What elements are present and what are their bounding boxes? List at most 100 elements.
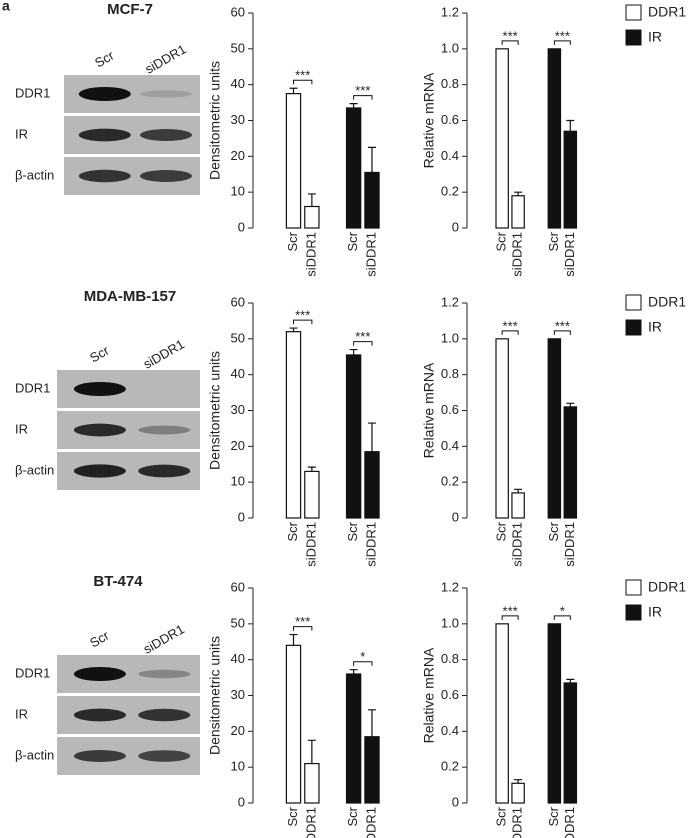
y-tick-label: 40 [231, 366, 245, 381]
bar [563, 406, 578, 519]
blot-band [138, 708, 191, 722]
lane-label: Scr [87, 627, 112, 650]
legend-swatch [625, 29, 642, 46]
y-tick-label: 1.0 [441, 330, 459, 345]
bar [345, 354, 362, 519]
y-tick-label: 60 [231, 4, 245, 19]
y-axis-label: Relative mRNA [421, 647, 437, 743]
bar [511, 492, 525, 519]
y-tick-label: 10 [231, 474, 245, 489]
y-tick-label: 50 [231, 615, 245, 630]
x-tick-label: Scr [494, 231, 509, 251]
x-tick-label: Scr [345, 521, 360, 541]
blot-row-label: IR [15, 706, 28, 721]
significance-bracket [353, 661, 373, 666]
significance-label: *** [355, 329, 370, 344]
significance-label: *** [503, 318, 518, 333]
error-bar [307, 193, 316, 207]
error-bar [289, 633, 298, 646]
legend-label: DDR1 [648, 294, 686, 310]
y-axis-label: Relative mRNA [421, 362, 437, 458]
legend-swatch [625, 604, 642, 621]
bar [495, 338, 509, 519]
y-axis-label: Densitometric units [207, 351, 223, 470]
lane-label: siDDR1 [141, 336, 187, 371]
y-tick-label: 0 [238, 794, 245, 809]
x-tick-label: Scr [285, 806, 300, 826]
y-tick-label: 0.4 [441, 723, 459, 738]
x-tick-label: Scr [494, 521, 509, 541]
bar [304, 205, 320, 229]
x-tick-label: Scr [546, 521, 561, 541]
y-tick-label: 40 [231, 76, 245, 91]
y-tick-label: 30 [231, 687, 245, 702]
x-tick-label: Scr [345, 231, 360, 251]
bar [304, 470, 320, 519]
blot-band [138, 425, 191, 435]
significance-label: *** [503, 603, 518, 618]
bar [495, 48, 509, 229]
error-bar [349, 103, 358, 108]
significance-bracket [553, 40, 571, 45]
y-tick-label: 1.2 [441, 4, 459, 19]
significance-label: * [360, 649, 365, 664]
y-tick-label: 0.6 [441, 112, 459, 127]
y-tick-label: 0.2 [441, 759, 459, 774]
legend-label: IR [648, 604, 662, 620]
blot-band [73, 423, 126, 437]
blot-title: MCF-7 [107, 1, 153, 18]
x-tick-label: siDDR1 [562, 522, 577, 567]
x-tick-label: Scr [285, 521, 300, 541]
y-tick-label: 0.2 [441, 474, 459, 489]
x-tick-label: Scr [345, 806, 360, 826]
significance-bracket [501, 615, 519, 620]
bar [547, 48, 562, 229]
significance-bracket [353, 341, 373, 346]
y-tick-label: 20 [231, 723, 245, 738]
blot-band [140, 170, 192, 182]
bar [495, 623, 509, 804]
y-tick-label: 0 [238, 219, 245, 234]
y-tick-label: 10 [231, 184, 245, 199]
y-tick-label: 0.8 [441, 651, 459, 666]
y-tick-label: 0.4 [441, 438, 459, 453]
legend-swatch [625, 579, 642, 596]
y-axis-label: Relative mRNA [421, 72, 437, 168]
error-bar [367, 422, 376, 452]
significance-bracket [553, 615, 571, 620]
y-tick-label: 30 [231, 402, 245, 417]
error-bar [289, 87, 298, 94]
legend-swatch [625, 4, 642, 21]
y-tick-label: 1.0 [441, 615, 459, 630]
y-tick-label: 0.6 [441, 402, 459, 417]
error-bar [349, 669, 358, 674]
blot-band [140, 90, 192, 98]
error-bar [307, 466, 316, 472]
x-tick-label: siDDR1 [303, 522, 318, 567]
significance-label: *** [503, 28, 518, 43]
error-bar [514, 488, 523, 493]
bar [285, 644, 302, 804]
x-tick-label: siDDR1 [363, 232, 378, 277]
y-tick-label: 1.2 [441, 579, 459, 594]
x-tick-label: siDDR1 [303, 807, 318, 838]
significance-bracket [292, 626, 313, 631]
y-tick-label: 60 [231, 294, 245, 309]
x-tick-label: Scr [285, 231, 300, 251]
legend-label: DDR1 [648, 579, 686, 595]
y-tick-label: 20 [231, 148, 245, 163]
bar [364, 451, 380, 519]
x-tick-label: siDDR1 [562, 807, 577, 838]
y-tick-label: 0.4 [441, 148, 459, 163]
y-tick-label: 60 [231, 579, 245, 594]
significance-bracket [292, 319, 313, 325]
y-tick-label: 0.2 [441, 184, 459, 199]
significance-bracket [553, 330, 571, 335]
blot-row-label: DDR1 [15, 665, 50, 680]
blot-band [73, 667, 126, 681]
significance-bracket [501, 330, 519, 335]
y-tick-label: 50 [231, 40, 245, 55]
blot-band [78, 128, 131, 142]
